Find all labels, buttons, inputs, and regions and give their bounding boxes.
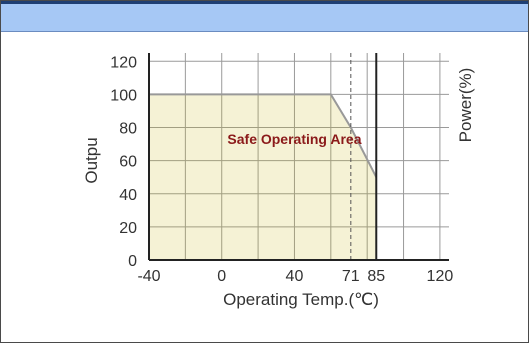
y-tick-label: 0 [128, 253, 137, 270]
right-axis-title: Power(%) [456, 68, 475, 143]
y-tick-label: 100 [110, 87, 137, 104]
x-tick-label: 120 [427, 268, 454, 285]
y-tick-label: 60 [119, 154, 137, 171]
title-bar [1, 1, 528, 32]
y-tick-label: 80 [119, 121, 137, 138]
x-tick-label: 40 [286, 268, 304, 285]
safe-operating-area-label: Safe Operating Area [227, 131, 361, 147]
derating-curve [149, 93, 378, 178]
safe-operating-area [149, 94, 377, 261]
x-tick-label: 0 [217, 268, 226, 285]
x-tick-label: -40 [137, 268, 160, 285]
y-tick-label: 20 [119, 220, 137, 237]
x-axis-title: Operating Temp.(℃) [223, 290, 379, 309]
y-tick-label: 40 [119, 187, 137, 204]
y-tick-label: 120 [110, 54, 137, 71]
x-tick-label: 71 [342, 268, 360, 285]
x-tick-label: 85 [367, 268, 385, 285]
y-axis-title: Outpu [82, 137, 101, 183]
